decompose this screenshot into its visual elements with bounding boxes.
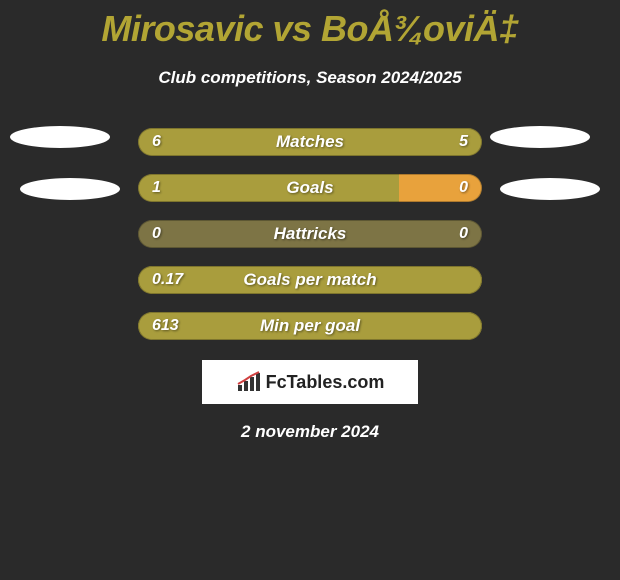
subtitle: Club competitions, Season 2024/2025: [0, 68, 620, 88]
logo: FcTables.com: [236, 371, 385, 393]
stat-bar: [138, 312, 482, 340]
date-label: 2 november 2024: [0, 422, 620, 442]
bar-left-fill: [138, 128, 325, 156]
stat-bar: [138, 266, 482, 294]
logo-text: FcTables.com: [266, 372, 385, 393]
page-title: Mirosavic vs BoÅ¾oviÄ‡: [0, 0, 620, 50]
confetti-ellipse: [10, 126, 110, 148]
stat-bar: [138, 174, 482, 202]
stat-bar: [138, 220, 482, 248]
confetti-ellipse: [500, 178, 600, 200]
stats-list: Matches65 Goals10 Hattricks00 Goals per mat…: [0, 128, 620, 340]
stat-row: Hattricks00: [138, 220, 482, 248]
comparison-infographic: Mirosavic vs BoÅ¾oviÄ‡ Club competitions…: [0, 0, 620, 580]
bar-left-fill: [138, 312, 482, 340]
bars-icon: [236, 371, 262, 393]
bar-left-fill: [138, 266, 482, 294]
bar-right-fill: [399, 174, 482, 202]
confetti-ellipse: [20, 178, 120, 200]
stat-row: Goals per match0.17: [138, 266, 482, 294]
stat-row: Min per goal613: [138, 312, 482, 340]
stat-row: Goals10: [138, 174, 482, 202]
bar-right-fill: [325, 128, 482, 156]
logo-box: FcTables.com: [202, 360, 418, 404]
confetti-ellipse: [490, 126, 590, 148]
bar-left-fill: [138, 174, 399, 202]
stat-bar: [138, 128, 482, 156]
bar-background: [138, 220, 482, 248]
stat-row: Matches65: [138, 128, 482, 156]
